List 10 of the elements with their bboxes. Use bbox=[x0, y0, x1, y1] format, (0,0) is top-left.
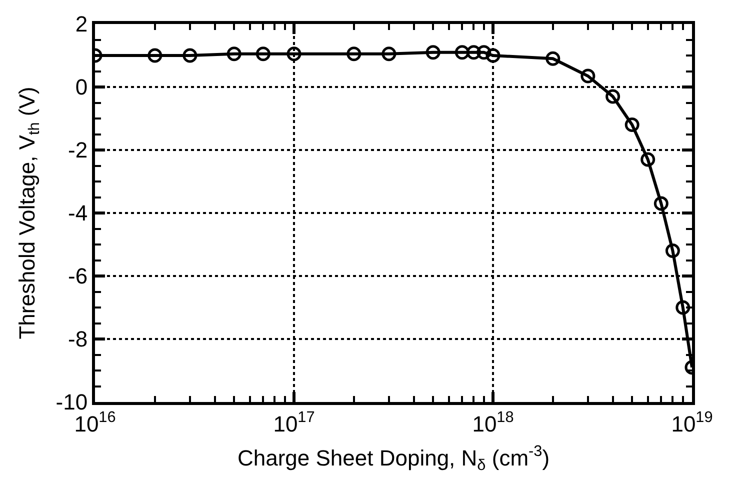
y-tick-label: -4 bbox=[68, 200, 88, 226]
y-tick-label: -8 bbox=[68, 326, 88, 352]
y-tick-label: 2 bbox=[75, 12, 88, 37]
y-tick-label: -2 bbox=[68, 138, 88, 163]
y-tick-label: -6 bbox=[68, 264, 88, 289]
x-tick-label: 10$^{17}$ bbox=[273, 409, 315, 436]
x-axis-title: Charge Sheet Doping, N$_{δ}$ (cm$^{-3}$) bbox=[237, 443, 550, 474]
y-tick-label: 0 bbox=[75, 74, 88, 100]
x-tick-label: 10$^{18}$ bbox=[472, 409, 514, 436]
x-tick-label: 10$^{19}$ bbox=[671, 409, 713, 436]
